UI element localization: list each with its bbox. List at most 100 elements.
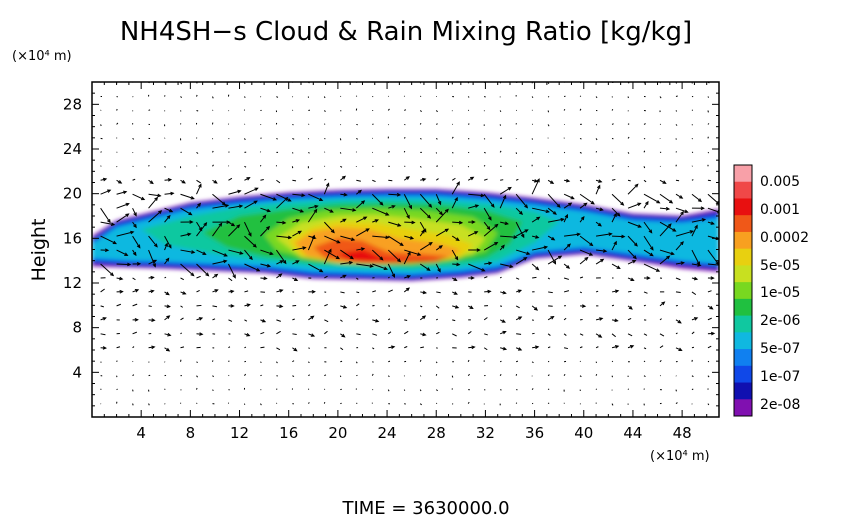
wind-vector — [339, 375, 342, 378]
wind-vector-head — [666, 255, 671, 260]
wind-vector — [196, 184, 202, 195]
wind-vector — [531, 319, 534, 321]
wind-vector — [595, 165, 598, 168]
wind-vector-head — [158, 210, 163, 215]
wind-vector-head — [198, 317, 204, 321]
wind-vector — [420, 305, 423, 308]
wind-vector-head — [119, 276, 124, 281]
wind-vector-head — [613, 212, 617, 217]
wind-vector — [451, 235, 460, 241]
wind-vector — [643, 193, 660, 204]
cloud-contour — [337, 249, 437, 262]
wind-vector-head — [480, 193, 485, 198]
wind-vector-head — [152, 263, 156, 268]
wind-vector-head — [694, 224, 698, 229]
wind-vector-head — [722, 264, 725, 267]
wind-vector — [323, 183, 330, 195]
wind-vector — [372, 333, 378, 336]
wind-vector-head — [169, 208, 174, 213]
wind-vector-head — [112, 240, 117, 245]
colorbar-swatch — [734, 248, 752, 266]
wind-vector — [451, 177, 456, 181]
wind-vector — [499, 360, 502, 363]
wind-vector — [404, 319, 408, 322]
wind-vector — [500, 263, 513, 268]
wind-vector-head — [701, 218, 707, 222]
wind-vector — [675, 124, 678, 126]
wind-vector-head — [566, 265, 571, 269]
wind-vector — [356, 263, 373, 267]
wind-vector-head — [246, 177, 251, 181]
wind-vector — [100, 333, 106, 336]
wind-vector — [643, 333, 648, 336]
colorbar-swatch — [734, 282, 752, 300]
wind-vector-head — [405, 287, 410, 292]
wind-vector — [387, 108, 390, 111]
wind-vector — [196, 249, 206, 255]
wind-vector — [611, 333, 616, 338]
wind-vector-head — [670, 251, 675, 256]
wind-vector-head — [487, 289, 492, 294]
wind-vector-head — [471, 220, 476, 224]
wind-vector-head — [589, 242, 594, 247]
wind-vector — [148, 305, 152, 307]
x-tick-label: 20 — [328, 424, 347, 442]
wind-vector — [292, 230, 302, 237]
wind-vector-head — [524, 204, 529, 209]
wind-vector-head — [469, 305, 474, 309]
wind-vector — [323, 221, 335, 233]
wind-vector — [659, 223, 672, 237]
wind-vector-head — [136, 262, 142, 266]
wind-vector-head — [637, 202, 642, 207]
wind-vector-head — [509, 264, 514, 269]
wind-vector — [707, 207, 719, 213]
wind-vector — [483, 164, 486, 167]
wind-vector-head — [523, 257, 528, 261]
wind-vector — [132, 193, 145, 201]
wind-vector — [276, 347, 281, 351]
wind-vector-head — [279, 304, 284, 309]
wind-vector — [196, 151, 199, 154]
wind-vector-head — [566, 243, 571, 248]
wind-vector — [436, 331, 440, 335]
wind-vector-head — [709, 305, 714, 310]
wind-vector — [643, 347, 647, 350]
wind-vector — [515, 277, 520, 280]
wind-vector — [707, 403, 710, 406]
wind-vector — [675, 291, 681, 293]
wind-vector-head — [167, 332, 172, 337]
wind-vector-head — [397, 223, 402, 227]
wind-vector-head — [152, 259, 158, 264]
wind-vector — [100, 388, 102, 390]
wind-vector — [371, 249, 383, 261]
wind-vector — [180, 193, 194, 200]
wind-vector — [579, 276, 584, 279]
wind-vector-head — [328, 248, 332, 253]
wind-vector — [212, 318, 216, 321]
wind-vector-head — [151, 318, 156, 322]
wind-vector-head — [494, 241, 499, 246]
x-tick-label: 48 — [673, 424, 692, 442]
wind-vector — [468, 204, 479, 209]
wind-vector — [372, 290, 377, 293]
wind-vector — [196, 275, 201, 279]
wind-vector-head — [168, 244, 172, 249]
wind-vector — [387, 331, 392, 335]
wind-vector — [611, 360, 614, 363]
wind-vector — [691, 388, 694, 391]
wind-vector-head — [678, 347, 683, 351]
wind-vector — [324, 330, 328, 335]
wind-vector-head — [360, 247, 366, 251]
wind-vector — [659, 318, 662, 321]
wind-vector-head — [170, 191, 175, 196]
wind-vector — [132, 277, 136, 281]
wind-vector — [196, 402, 198, 404]
wind-vector — [403, 330, 409, 335]
wind-vector — [595, 388, 598, 390]
wind-vector-head — [134, 289, 140, 293]
wind-vector-head — [422, 228, 427, 233]
wind-vector-head — [526, 251, 531, 256]
wind-vector — [547, 124, 550, 127]
wind-vector-head — [341, 175, 346, 180]
wind-vector — [100, 263, 114, 276]
